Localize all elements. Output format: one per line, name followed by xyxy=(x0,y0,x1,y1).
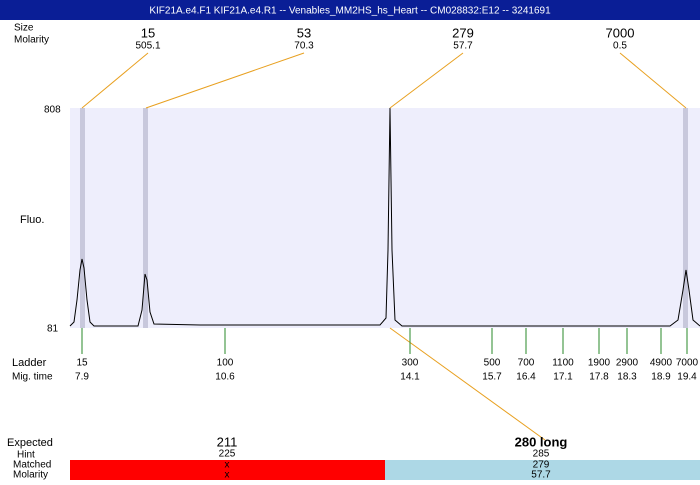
connector xyxy=(389,327,546,441)
ladder-size: 15 xyxy=(76,358,88,369)
ladder-size: 1900 xyxy=(588,358,611,369)
y-min: 81 xyxy=(47,324,59,335)
ladder-size: 7000 xyxy=(676,358,699,369)
hint: 225 xyxy=(219,449,236,460)
peak-bands xyxy=(80,108,688,328)
ladder-mig-time: 18.9 xyxy=(651,372,671,383)
matched-bar-blue xyxy=(385,460,700,480)
ladder-mig-time: 7.9 xyxy=(75,372,89,383)
peak-size: 7000 xyxy=(606,25,635,40)
peak-connector xyxy=(81,52,149,109)
fluo-label: Fluo. xyxy=(20,214,44,226)
ladder-mig-time: 10.6 xyxy=(215,372,235,383)
matched: x xyxy=(225,460,230,471)
peak-connector xyxy=(619,52,687,109)
y-max: 808 xyxy=(44,105,61,116)
title: KIF21A.e4.F1 KIF21A.e4.R1 -- Venables_MM… xyxy=(149,6,551,17)
peak-size: 15 xyxy=(141,25,155,40)
ladder-mig-time: 18.3 xyxy=(617,372,637,383)
peak-connector xyxy=(389,52,464,109)
mig-time-label: Mig. time xyxy=(12,372,53,383)
ladder-size: 700 xyxy=(518,358,535,369)
peak-molarity: 57.7 xyxy=(453,41,473,52)
ladder-label: Ladder xyxy=(12,357,47,369)
molarity-label: Molarity xyxy=(14,35,49,46)
expected-size: 280 long xyxy=(515,434,568,449)
matched-label: Matched xyxy=(13,460,51,471)
ladder-mig-time: 17.1 xyxy=(553,372,573,383)
peak-molarity: 505.1 xyxy=(135,41,160,52)
size-label: Size xyxy=(14,23,34,34)
ladder-size: 500 xyxy=(484,358,501,369)
molarity: x xyxy=(225,470,230,480)
trace xyxy=(69,107,700,327)
ladder-mig-time: 15.7 xyxy=(482,372,502,383)
hint-label: Hint xyxy=(17,450,35,461)
matched-bar-red xyxy=(70,460,385,480)
plot-area xyxy=(70,108,700,328)
ladder-size: 4900 xyxy=(650,358,673,369)
hint: 285 xyxy=(533,449,550,460)
title-bar xyxy=(0,0,700,20)
expected-size: 211 xyxy=(217,434,238,449)
matched: 279 xyxy=(533,460,550,471)
peak-size: 279 xyxy=(452,25,474,40)
ladder-mig-time: 19.4 xyxy=(677,372,697,383)
ladder-mig-time: 16.4 xyxy=(516,372,536,383)
peak-molarity: 70.3 xyxy=(294,41,314,52)
peak-connector xyxy=(145,52,305,109)
ladder-mig-time: 14.1 xyxy=(400,372,420,383)
expected-label: Expected xyxy=(7,437,53,449)
peak-size: 53 xyxy=(297,25,311,40)
ladder-size: 300 xyxy=(402,358,419,369)
peak-molarity: 0.5 xyxy=(613,41,627,52)
ladder-size: 1100 xyxy=(552,358,574,369)
molarity: 57.7 xyxy=(531,470,551,480)
ladder-mig-time: 17.8 xyxy=(589,372,609,383)
ladder-size: 100 xyxy=(217,358,234,369)
ladder-size: 2900 xyxy=(616,358,639,369)
molarity-bottom-label: Molarity xyxy=(13,470,48,480)
